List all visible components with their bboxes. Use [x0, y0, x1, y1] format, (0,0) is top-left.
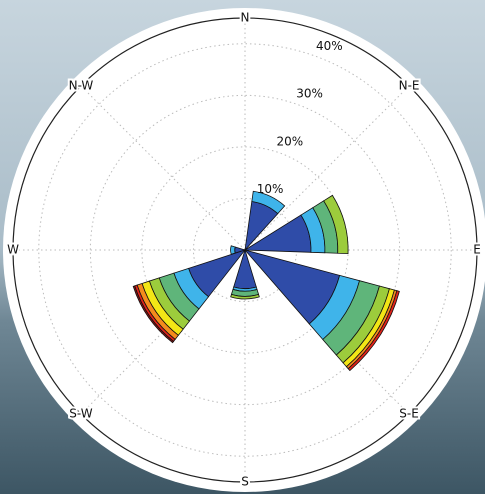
bars	[132, 190, 400, 372]
direction-label: N-E	[399, 78, 420, 92]
wind-segment	[251, 190, 286, 215]
grid-ring	[89, 94, 401, 406]
direction-label: S	[241, 475, 249, 489]
direction-label: E	[473, 243, 481, 257]
outer-frame	[12, 17, 478, 483]
labels: N N-E E S-E S S-W W N-W 10% 20% 30% 40%	[5, 9, 483, 491]
grid-ring	[38, 43, 452, 457]
r-tick-label: 30%	[296, 87, 323, 101]
direction-label: S-W	[69, 407, 92, 421]
r-tick-label: 10%	[257, 182, 284, 196]
r-tick-label: 20%	[276, 134, 303, 148]
wind-segment	[132, 285, 175, 344]
direction-label: N-W	[69, 78, 94, 92]
wind-segment	[230, 293, 260, 300]
direction-label: W	[7, 243, 19, 257]
wind-segment	[347, 290, 400, 372]
direction-label: S-E	[399, 407, 419, 421]
direction-label: N	[241, 11, 250, 25]
r-tick-label: 40%	[316, 39, 343, 53]
wind-segment	[323, 194, 349, 255]
wind-segment	[230, 245, 236, 255]
